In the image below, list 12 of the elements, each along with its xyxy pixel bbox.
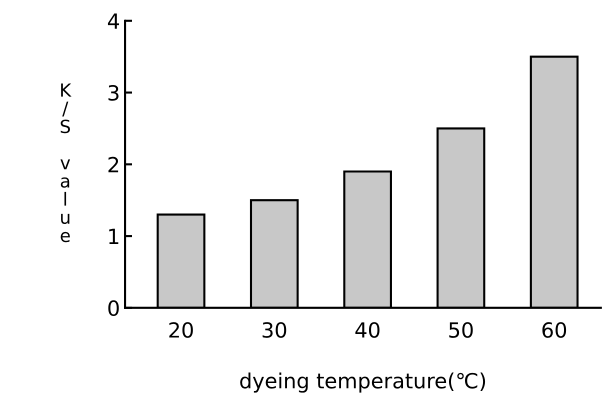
x-tick-label: 20 bbox=[169, 322, 193, 338]
y-tick-label: 1 bbox=[109, 228, 118, 244]
y-tick-label: 4 bbox=[108, 14, 120, 29]
x-tick-label: 60 bbox=[542, 322, 566, 338]
text: K/S value bbox=[60, 83, 72, 242]
x-tick-label: 40 bbox=[355, 322, 380, 338]
y-tick-label: 2 bbox=[108, 156, 118, 172]
x-tick-label: 30 bbox=[262, 322, 286, 338]
x-tick-label: 50 bbox=[449, 322, 473, 338]
x-axis-title: dyeing temperature(℃) bbox=[240, 372, 486, 393]
y-tick-label: 0 bbox=[108, 300, 119, 316]
y-tick-label: 3 bbox=[108, 85, 119, 101]
